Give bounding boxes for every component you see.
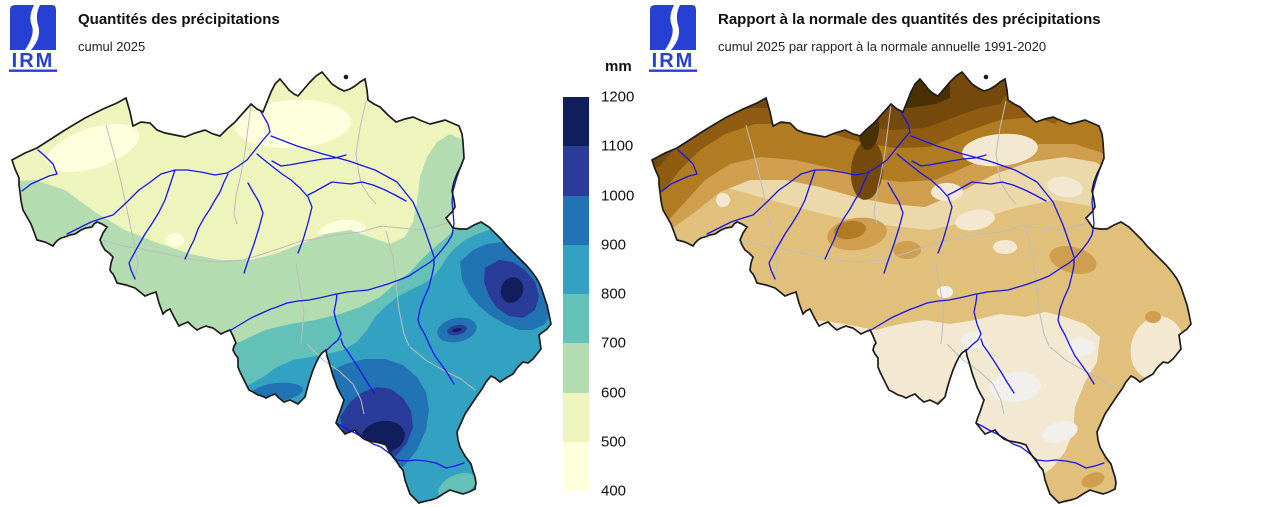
map-belgium-precipitation — [11, 71, 552, 504]
legend-tick: 700 — [601, 334, 627, 352]
irm-logo-underline — [649, 69, 697, 72]
baarle-exclave-dot — [983, 74, 989, 80]
legend-tick: 1100 — [601, 137, 634, 155]
baarle-exclave-dot — [343, 74, 349, 80]
map-title: Quantités des précipitations — [78, 11, 280, 28]
legend-tick: 900 — [601, 236, 627, 254]
legend-band: 600 — [563, 384, 626, 443]
legend-band: 800 — [563, 286, 626, 344]
panel-ratio-to-normal: IRM Rapport à la normale des quantités d… — [640, 0, 1280, 507]
legend-precipitation: mm 1200 1100 1000 900 800 700 600 500 40… — [563, 58, 634, 500]
irm-logo-right-shape — [671, 5, 696, 50]
legend-tick: 500 — [601, 433, 627, 451]
map-title: Rapport à la normale des quantités des p… — [718, 11, 1101, 28]
legend-band: 500 — [563, 434, 626, 492]
irm-logo: IRM — [649, 5, 697, 72]
irm-logo-right-shape — [31, 5, 56, 50]
map-belgium-ratio — [651, 71, 1192, 504]
layer-400-500 — [46, 99, 366, 318]
legend-tick: 800 — [601, 285, 627, 303]
irm-logo-text: IRM — [652, 50, 695, 72]
legend-band: 1100 — [563, 138, 633, 196]
irm-logo-text: IRM — [12, 50, 55, 72]
legend-bar: 1200 1100 1000 900 800 700 600 500 400 — [563, 89, 634, 500]
legend-tick-bottom: 400 — [601, 482, 627, 500]
map-subtitle: cumul 2025 — [78, 39, 146, 54]
irm-logo-underline — [9, 69, 57, 72]
legend-band: 1000 — [563, 187, 634, 245]
contour-fills-precipitation — [12, 72, 551, 503]
legend-unit: mm — [605, 58, 632, 75]
legend-tick: 1200 — [601, 88, 635, 106]
legend-band: 1200 — [563, 89, 634, 147]
legend-tick: 1000 — [601, 187, 635, 205]
irm-logo-left-shape — [10, 5, 34, 50]
legend-band: 700 — [563, 335, 626, 393]
irm-logo-left-shape — [650, 5, 674, 50]
legend-band: 900 — [563, 236, 626, 295]
legend-tick: 600 — [601, 384, 627, 402]
panel-precipitation: IRM Quantités des précipitations cumul 2… — [9, 5, 634, 504]
map-subtitle: cumul 2025 par rapport à la normale annu… — [718, 39, 1047, 54]
contour-fills-ratio — [652, 72, 1191, 503]
irm-logo: IRM — [9, 5, 57, 72]
layer-90-95 — [937, 286, 1095, 443]
